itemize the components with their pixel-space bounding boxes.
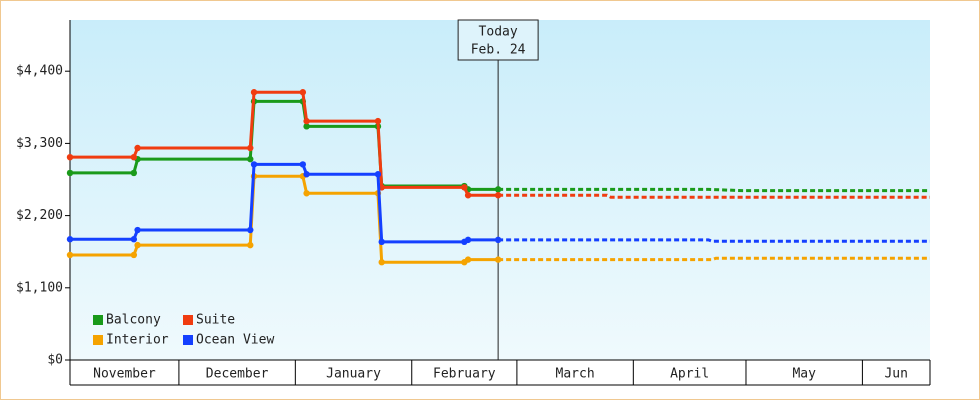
legend-swatch (93, 335, 103, 345)
x-tick-label: March (556, 367, 595, 382)
y-tick-label: $4,400 (16, 64, 63, 79)
series-marker (66, 236, 74, 243)
x-tick-label: May (792, 367, 816, 382)
legend-label: Balcony (106, 313, 161, 328)
series-marker (464, 256, 472, 263)
series-marker (250, 89, 258, 96)
legend-swatch (93, 315, 103, 325)
series-marker (464, 192, 472, 199)
series-marker (247, 155, 254, 163)
series-marker (247, 226, 254, 234)
series-marker (299, 89, 307, 96)
series-marker (461, 184, 468, 191)
x-tick-label: April (670, 367, 709, 382)
series-marker (66, 251, 74, 259)
series-forecast-line (498, 238, 930, 243)
series-marker (494, 186, 502, 193)
series-forecast-line (498, 256, 930, 262)
today-label: Feb. 24 (471, 43, 526, 58)
series-marker (66, 169, 74, 177)
series-marker (66, 153, 74, 161)
y-tick-label: $2,200 (16, 208, 63, 223)
series-marker (247, 241, 254, 249)
series-marker (130, 169, 138, 177)
series-marker (134, 226, 141, 234)
series-marker (250, 161, 258, 168)
series-marker (299, 161, 307, 168)
x-tick-label: December (206, 367, 269, 382)
series-marker (134, 144, 141, 152)
series-marker (494, 236, 502, 244)
series-marker (130, 236, 138, 243)
today-box (457, 19, 539, 61)
series-marker (303, 190, 310, 197)
y-tick-label: $3,300 (16, 136, 63, 151)
series-marker (464, 236, 472, 244)
series-marker (303, 123, 310, 130)
series-forecast-line (498, 187, 930, 193)
x-tick-label: January (326, 367, 381, 382)
legend-label: Interior (106, 333, 169, 348)
series-marker (130, 153, 138, 161)
x-tick-label: February (433, 367, 496, 382)
x-tick-label: Jun (884, 367, 907, 382)
series-marker (130, 251, 138, 259)
series-marker (303, 117, 310, 125)
series-marker (378, 238, 385, 246)
x-tick-label: November (93, 367, 156, 382)
series-marker (374, 171, 382, 178)
legend-label: Ocean View (196, 333, 274, 348)
y-tick-label: $0 (47, 353, 63, 368)
y-tick-label: $1,100 (16, 280, 63, 295)
series-marker (494, 256, 502, 263)
legend-swatch (183, 315, 193, 325)
today-label: Today (479, 25, 518, 40)
series-marker (303, 171, 310, 178)
legend-swatch (183, 335, 193, 345)
series-marker (378, 259, 385, 266)
series-marker (374, 117, 382, 125)
series-marker (247, 144, 254, 152)
legend-label: Suite (196, 313, 235, 328)
series-forecast-line (498, 193, 930, 199)
series-marker (134, 241, 141, 249)
series-marker (494, 192, 502, 199)
